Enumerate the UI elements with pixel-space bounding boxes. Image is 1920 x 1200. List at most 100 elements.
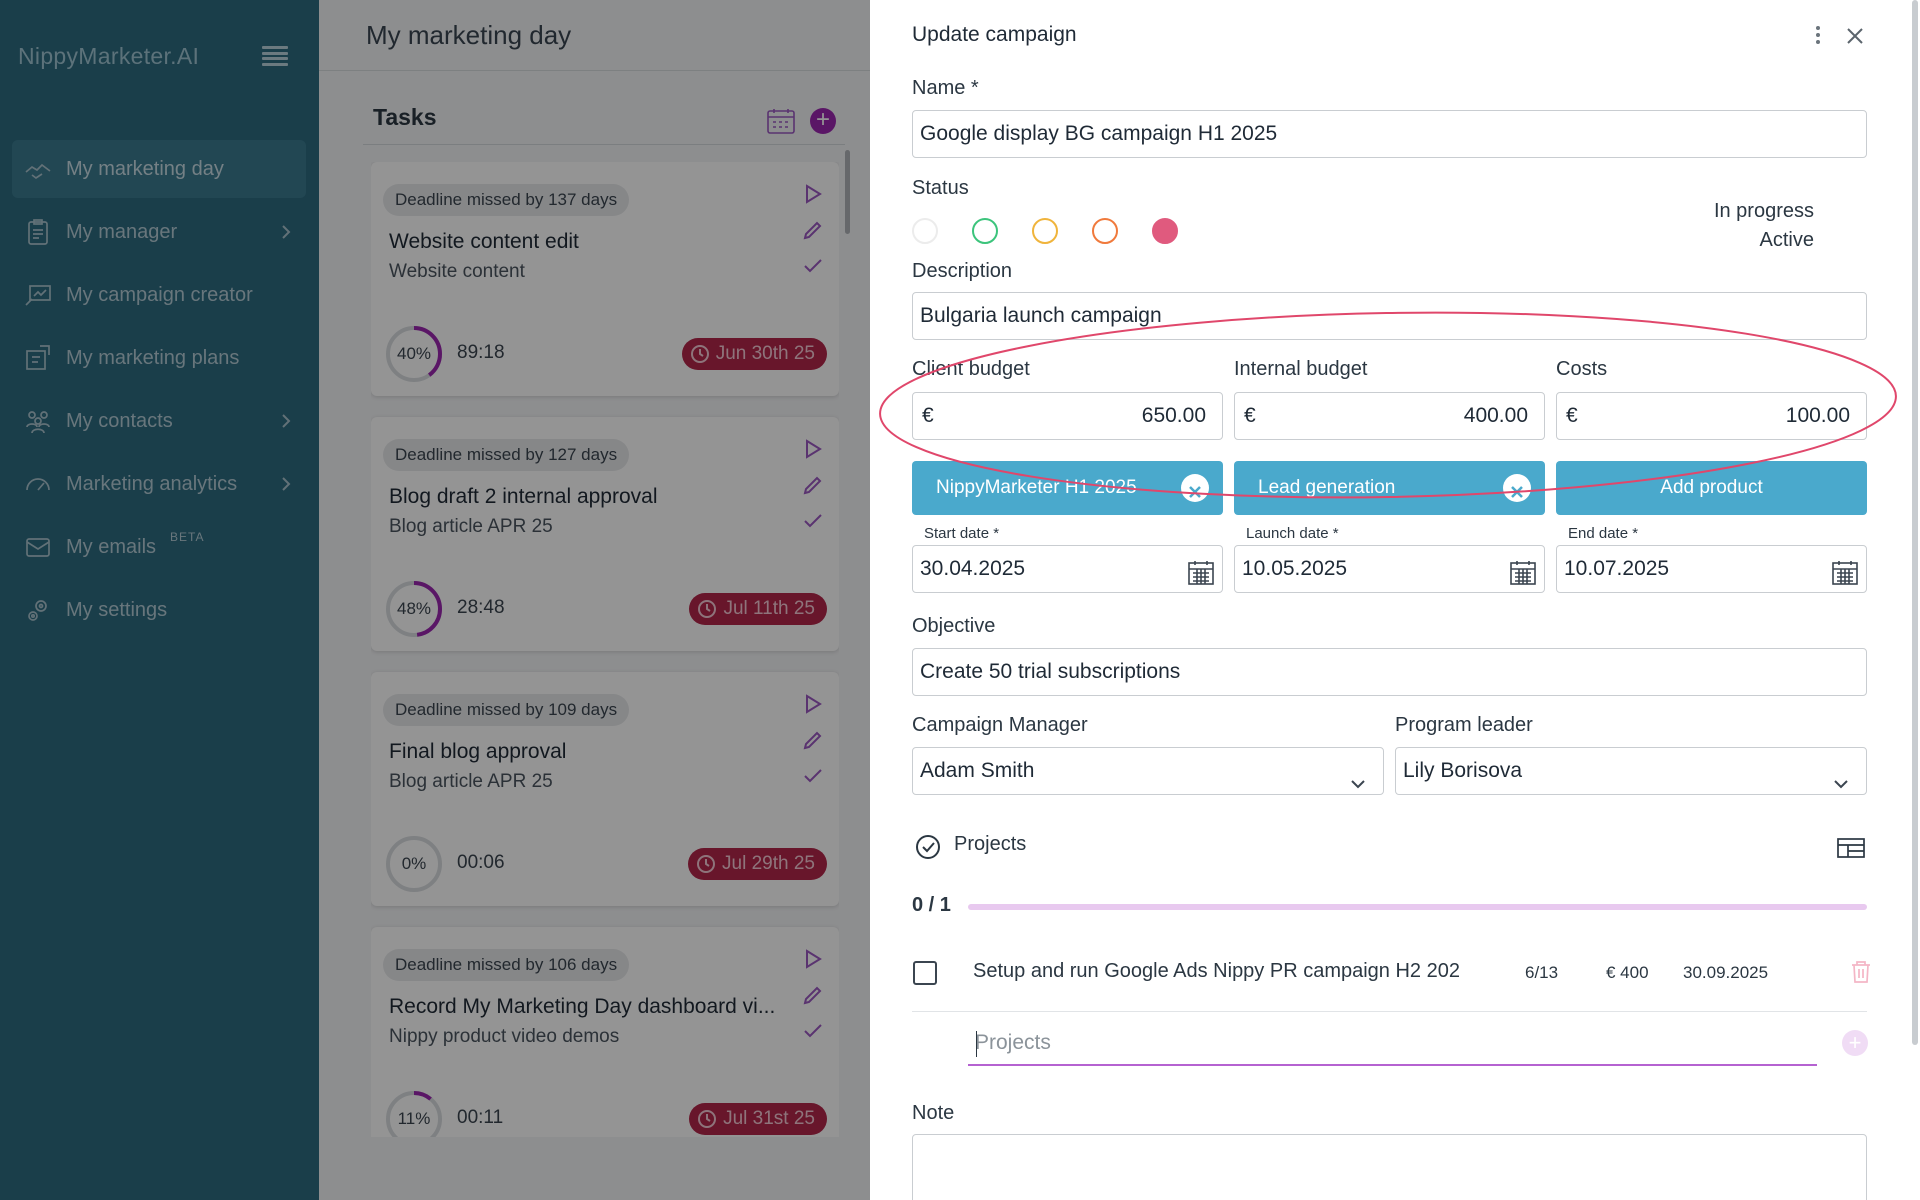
client-budget-label: Client budget xyxy=(912,358,1030,380)
calendar-icon[interactable] xyxy=(767,108,795,134)
page-title: My marketing day xyxy=(366,20,572,50)
status-option-green[interactable] xyxy=(972,218,998,244)
play-icon[interactable] xyxy=(801,437,827,463)
gears-icon xyxy=(22,595,54,625)
launch-date-input[interactable]: 10.05.2025 xyxy=(1234,545,1545,593)
check-icon[interactable] xyxy=(801,254,827,280)
status-option-yellow[interactable] xyxy=(1032,218,1058,244)
task-title[interactable]: Blog draft 2 internal approval xyxy=(389,485,658,508)
status-text-active: Active xyxy=(1759,229,1814,251)
internal-budget-input[interactable]: € 400.00 xyxy=(1234,392,1545,440)
task-card[interactable]: Deadline missed by 106 days Record My Ma… xyxy=(371,927,839,1137)
add-task-button[interactable]: + xyxy=(810,108,836,134)
task-list: Deadline missed by 137 days Website cont… xyxy=(371,162,839,1137)
header-divider xyxy=(319,70,870,71)
project-name[interactable]: Setup and run Google Ads Nippy PR campai… xyxy=(973,960,1460,982)
project-checkbox[interactable] xyxy=(913,961,937,985)
add-product-button[interactable]: Add product xyxy=(1556,461,1867,515)
check-icon[interactable] xyxy=(801,509,827,535)
sidebar-item-my-manager[interactable]: My manager xyxy=(12,203,306,261)
sidebar-item-marketing-analytics[interactable]: Marketing analytics xyxy=(12,455,306,513)
task-subtitle: Nippy product video demos xyxy=(389,1026,620,1047)
note-label: Note xyxy=(912,1102,955,1124)
name-input[interactable]: Google display BG campaign H1 2025 xyxy=(912,110,1867,158)
remove-tag-icon[interactable] xyxy=(1181,474,1209,502)
task-actions xyxy=(801,182,829,290)
program-leader-select[interactable]: Lily Borisova xyxy=(1395,747,1867,795)
start-date-input[interactable]: 30.04.2025 xyxy=(912,545,1223,593)
sidebar-item-my-campaign-creator[interactable]: My campaign creator xyxy=(12,266,306,324)
calendar-icon[interactable] xyxy=(1188,557,1214,585)
start-date-label: Start date * xyxy=(924,525,1000,542)
edit-icon[interactable] xyxy=(801,983,827,1009)
product-tag-nippymarketer[interactable]: NippyMarketer H1 2025 xyxy=(912,461,1223,515)
note-textarea[interactable] xyxy=(912,1134,1867,1200)
mail-icon xyxy=(22,532,54,562)
chevron-right-icon xyxy=(276,474,296,494)
sidebar-item-my-marketing-plans[interactable]: My marketing plans xyxy=(12,329,306,387)
projects-input[interactable] xyxy=(968,1022,1817,1066)
costs-input[interactable]: € 100.00 xyxy=(1556,392,1867,440)
trash-icon[interactable] xyxy=(1850,960,1872,984)
main-content: My marketing day Tasks + Deadline missed… xyxy=(319,0,870,1200)
clock-icon xyxy=(698,600,717,618)
progress-percent: 40% xyxy=(396,344,432,363)
task-card[interactable]: Deadline missed by 109 days Final blog a… xyxy=(371,672,839,906)
progress-ring xyxy=(386,1091,442,1137)
end-date-input[interactable]: 10.07.2025 xyxy=(1556,545,1867,593)
sidebar-item-label: My campaign creator xyxy=(66,283,253,306)
play-icon[interactable] xyxy=(801,182,827,208)
play-icon[interactable] xyxy=(801,947,827,973)
check-icon[interactable] xyxy=(801,764,827,790)
sidebar-item-my-contacts[interactable]: My contacts xyxy=(12,392,306,450)
play-icon[interactable] xyxy=(801,692,827,718)
status-label: Status xyxy=(912,177,969,199)
status-option-red[interactable] xyxy=(1152,218,1178,244)
sidebar-item-my-emails[interactable]: My emails BETA xyxy=(12,518,306,576)
projects-count: 0 / 1 xyxy=(912,894,951,916)
table-view-icon[interactable] xyxy=(1836,836,1866,860)
task-title[interactable]: Record My Marketing Day dashboard vi... xyxy=(389,995,776,1018)
internal-budget-value: 400.00 xyxy=(1463,404,1528,427)
edit-icon[interactable] xyxy=(801,728,827,754)
calendar-icon[interactable] xyxy=(1510,557,1536,585)
edit-icon[interactable] xyxy=(801,473,827,499)
more-options-icon[interactable] xyxy=(1813,24,1823,48)
check-icon[interactable] xyxy=(801,1019,827,1045)
task-timer: 00:11 xyxy=(457,1107,504,1128)
status-option-orange[interactable] xyxy=(1092,218,1118,244)
close-icon[interactable] xyxy=(1843,24,1867,48)
due-date: Jul 11th 25 xyxy=(723,598,815,619)
progress-ring xyxy=(386,836,442,892)
project-tasks: 6/13 xyxy=(1525,963,1559,982)
handshake-icon xyxy=(22,154,54,184)
tasks-scrollbar[interactable] xyxy=(845,150,850,234)
chevron-down-icon xyxy=(1832,764,1850,789)
status-option-none[interactable] xyxy=(912,218,938,244)
campaign-manager-select[interactable]: Adam Smith xyxy=(912,747,1384,795)
hamburger-menu-icon[interactable] xyxy=(262,46,288,66)
sidebar-item-my-marketing-day[interactable]: My marketing day xyxy=(12,140,306,198)
client-budget-input[interactable]: € 650.00 xyxy=(912,392,1223,440)
status-text-progress: In progress xyxy=(1713,200,1814,222)
task-card[interactable]: Deadline missed by 137 days Website cont… xyxy=(371,162,839,396)
panel-scrollbar[interactable] xyxy=(1912,0,1920,1050)
project-budget: € 400 xyxy=(1606,963,1649,982)
end-date-label: End date * xyxy=(1568,525,1639,542)
clipboard-icon xyxy=(22,217,54,247)
description-input[interactable]: Bulgaria launch campaign xyxy=(912,292,1867,340)
product-tag-lead-generation[interactable]: Lead generation xyxy=(1234,461,1545,515)
task-title[interactable]: Website content edit xyxy=(389,230,579,253)
check-circle-icon xyxy=(914,833,942,861)
due-date-badge: Jul 11th 25 xyxy=(689,593,827,625)
clock-icon xyxy=(698,1110,717,1128)
objective-input[interactable]: Create 50 trial subscriptions xyxy=(912,648,1867,696)
task-card[interactable]: Deadline missed by 127 days Blog draft 2… xyxy=(371,417,839,651)
task-actions xyxy=(801,692,829,800)
task-title[interactable]: Final blog approval xyxy=(389,740,567,763)
edit-icon[interactable] xyxy=(801,218,827,244)
remove-tag-icon[interactable] xyxy=(1503,474,1531,502)
sidebar-item-my-settings[interactable]: My settings xyxy=(12,581,306,639)
calendar-icon[interactable] xyxy=(1832,557,1858,585)
add-project-button[interactable]: + xyxy=(1842,1030,1868,1056)
